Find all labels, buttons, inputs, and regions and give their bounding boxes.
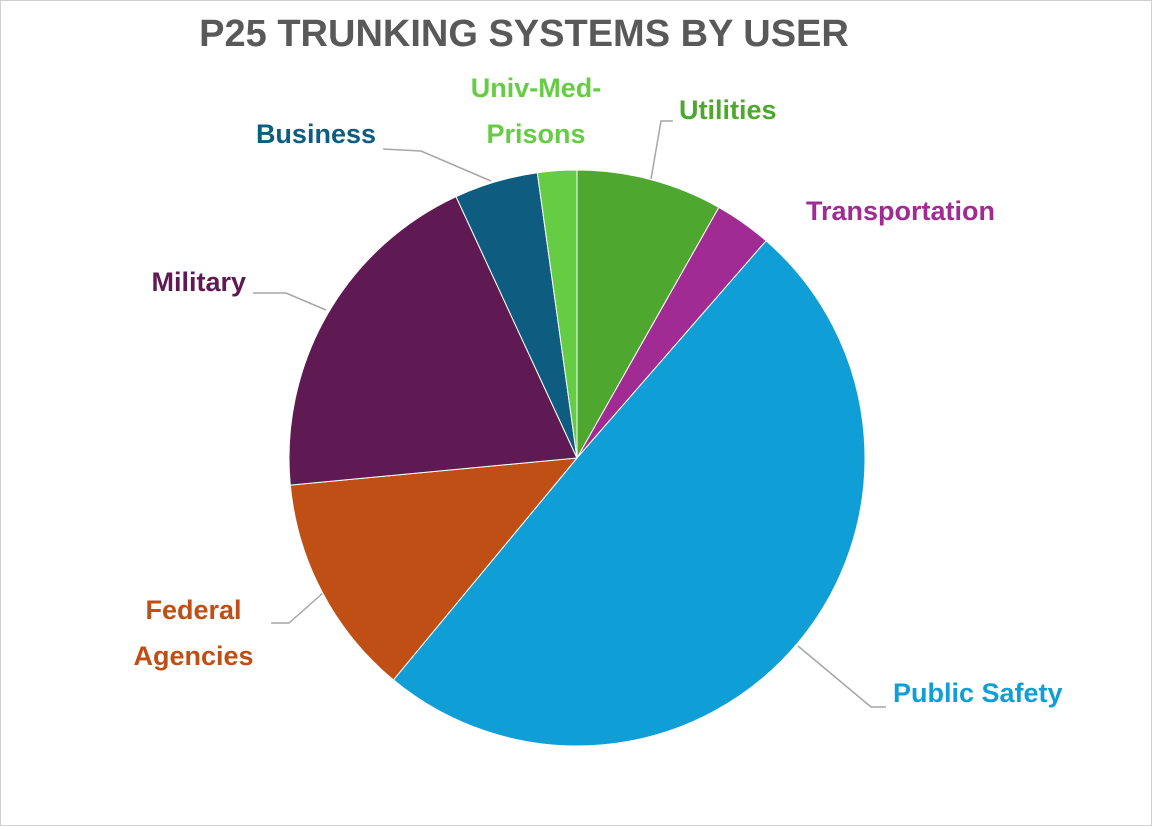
pie-slice (576, 169, 720, 460)
leader-line (253, 292, 327, 311)
slice-label: Business (255, 119, 376, 149)
slice-label: Public Safety (893, 678, 1063, 708)
leader-line (382, 148, 492, 182)
slice-label: Transportation (806, 196, 996, 226)
pie-slice (289, 457, 579, 681)
leader-line (797, 645, 886, 708)
pie-slice (536, 169, 578, 459)
leader-line (271, 592, 324, 624)
slice-label: Utilities (679, 95, 777, 125)
slice-label: Military (151, 267, 246, 297)
slice-label: Univ-Med-Prisons (470, 73, 602, 149)
pie-slice (288, 195, 578, 486)
slice-label: Federal Agencies (133, 595, 254, 671)
chart-title: P25 TRUNKING SYSTEMS BY USER (199, 13, 849, 55)
pie-slice (392, 240, 866, 747)
leader-line (650, 120, 673, 180)
